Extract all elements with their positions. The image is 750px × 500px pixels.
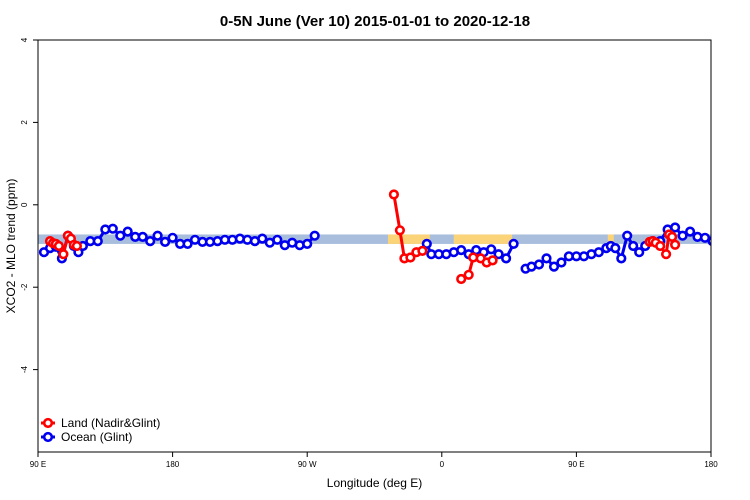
series-layer [38,189,724,285]
data-point [145,236,156,247]
x-tick-label: 0 [440,460,445,469]
data-point [257,233,268,244]
data-point [487,255,498,266]
data-point [152,230,163,241]
data-point [716,232,724,240]
band-ocean [38,234,711,244]
data-point [707,236,711,246]
legend-label: Land (Nadir&Glint) [61,416,160,430]
data-point [655,240,666,252]
reference-band [38,234,711,244]
data-point [660,249,672,260]
plot-area [37,39,724,453]
data-point [593,247,604,258]
data-point [669,222,681,233]
data-point [137,231,148,242]
legend-label: Ocean (Glint) [61,430,132,444]
x-tick-label: 180 [704,460,718,469]
data-point [92,236,103,247]
data-point [456,273,467,285]
chart-title: 0-5N June (Ver 10) 2015-01-01 to 2020-12… [220,13,530,30]
data-point [463,269,474,280]
plot-frame [37,39,712,453]
x-tick-label: 180 [166,460,180,469]
legend: Land (Nadir&Glint)Ocean (Glint) [41,416,160,444]
y-axis: -4 -2 0 2 4 [20,37,38,373]
data-point [556,257,567,268]
data-point [456,245,467,256]
data-point [388,189,400,200]
data-point [493,249,504,260]
data-point [634,247,645,258]
data-point [160,236,171,247]
data-point [508,238,519,249]
data-point [610,243,621,254]
data-point [58,249,69,260]
data-point [501,253,512,264]
data-point [666,231,678,242]
data-point [677,230,688,241]
x-tick-label: 90 E [30,460,46,469]
data-point [394,225,406,236]
data-point [541,253,552,264]
legend-item: Ocean (Glint) [41,430,132,444]
y-axis-label: XCO2 - MLO trend (ppm) [4,179,18,314]
legend-item: Land (Nadir&Glint) [41,416,160,430]
data-point [182,238,193,249]
band-land-segment [387,234,430,244]
y-tick-label: 2 [20,120,29,125]
y-tick-label: -4 [20,365,29,373]
y-tick-label: 0 [20,202,29,207]
x-tick-label: 90 W [298,460,317,469]
data-point [115,230,126,241]
data-point [107,223,118,234]
x-tick-label: 90 E [568,460,584,469]
data-point [272,234,283,245]
data-point [533,259,545,270]
x-axis-label: Longitude (deg E) [327,476,422,490]
data-point [548,261,560,272]
legend-marker [42,431,54,443]
data-point [53,240,65,252]
series-ocean [38,222,724,274]
band-land-segment [607,234,614,244]
data-point [486,244,497,255]
data-point [302,238,313,249]
y-tick-label: 4 [20,37,29,42]
data-point [684,226,696,237]
data-point [309,230,320,241]
data-point [122,226,133,237]
series-land [44,189,681,285]
data-point [616,253,627,264]
band-land-segment [453,234,513,244]
data-point [628,240,639,252]
data-point [421,238,432,249]
data-point [669,239,681,250]
data-point [622,230,633,241]
x-axis: 90 E 180 90 W 0 90 E 180 [30,452,718,469]
data-point [405,252,416,263]
y-tick-label: -2 [20,283,29,291]
data-point [71,240,82,252]
data-point [417,245,428,256]
data-point [167,232,178,243]
legend-marker [42,417,54,429]
